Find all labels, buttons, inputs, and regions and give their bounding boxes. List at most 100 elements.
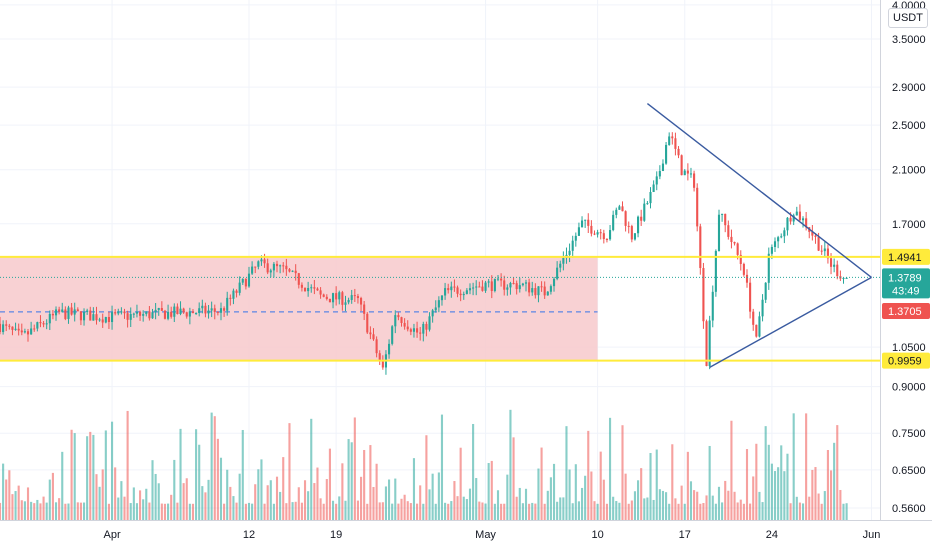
candle-body xyxy=(580,220,584,228)
volume-bar xyxy=(465,499,468,520)
volume-bar xyxy=(749,503,752,520)
volume-bar xyxy=(640,468,643,520)
candle-body xyxy=(30,328,33,335)
candle-body xyxy=(724,213,727,226)
volume-bar xyxy=(76,502,79,520)
volume-bar xyxy=(406,501,409,520)
candle-body xyxy=(633,233,637,240)
candle-body xyxy=(490,281,493,292)
candle-body xyxy=(798,211,801,221)
y-tick-label: 0.7500 xyxy=(892,428,926,440)
volume-bar xyxy=(412,458,416,520)
x-tick-label: 24 xyxy=(766,529,778,541)
trendline[interactable] xyxy=(709,276,872,369)
time-axis[interactable]: Apr 12 19 May 10 17 24 Jun xyxy=(0,520,932,542)
candle-body xyxy=(45,323,48,325)
candle-body xyxy=(198,308,201,313)
volume-bar xyxy=(515,496,518,520)
candle-body xyxy=(509,283,512,288)
volume-bar xyxy=(313,483,316,520)
candle-body xyxy=(54,309,58,316)
price-axis[interactable]: 4.0000 3.5000 2.9000 2.5000 2.1000 1.7000 1.05… xyxy=(880,0,926,520)
candle-body xyxy=(266,263,269,273)
candle-body xyxy=(154,309,157,313)
candle-body xyxy=(269,270,272,273)
volume-bar xyxy=(310,418,313,520)
candle-body xyxy=(191,311,195,314)
candle-body xyxy=(363,304,366,314)
volume-bar xyxy=(73,433,76,520)
candle-body xyxy=(275,263,279,267)
volume-bar xyxy=(829,470,833,520)
volume-bar xyxy=(303,480,307,520)
volume-bar xyxy=(20,500,23,520)
candle-body xyxy=(615,209,618,215)
candle-body xyxy=(777,237,780,242)
candle-body xyxy=(745,274,749,283)
volume-bar xyxy=(347,439,350,520)
candle-body xyxy=(577,227,580,236)
volume-bar xyxy=(543,503,546,520)
volume-bar xyxy=(173,459,176,520)
volume-bar xyxy=(450,501,453,520)
volume-bar xyxy=(198,444,201,520)
candle-body xyxy=(739,254,742,264)
candle-body xyxy=(0,323,2,333)
candle-body xyxy=(300,284,303,288)
volume-bar xyxy=(714,503,717,520)
candle-body xyxy=(219,308,223,313)
currency-label[interactable]: USDT xyxy=(888,8,928,28)
candle-body xyxy=(403,322,406,327)
candle-body xyxy=(226,297,229,311)
candle-body xyxy=(338,292,341,300)
volume-bar xyxy=(658,489,661,520)
candle-body xyxy=(285,265,288,270)
volume-bar xyxy=(721,502,724,520)
candle-body xyxy=(107,317,110,323)
volume-bar xyxy=(643,498,646,520)
candle-body xyxy=(86,310,89,313)
volume-bar xyxy=(294,501,297,520)
volume-bar xyxy=(736,502,739,520)
volume-bar xyxy=(789,503,792,520)
candle-body xyxy=(758,316,761,337)
trendline[interactable] xyxy=(646,102,872,278)
candle-body xyxy=(795,211,798,216)
volume-bar xyxy=(805,413,808,520)
candle-body xyxy=(232,290,235,299)
candle-body xyxy=(833,264,836,267)
y-tick-label: 0.6500 xyxy=(892,465,926,477)
candle-body xyxy=(574,235,577,241)
volume-bar xyxy=(145,488,148,520)
volume-bar xyxy=(241,429,244,520)
candle-body xyxy=(817,236,820,251)
volume-bar xyxy=(114,467,117,520)
candle-body xyxy=(540,286,543,288)
volume-bar xyxy=(584,475,587,520)
candle-body xyxy=(543,286,546,296)
volume-bar xyxy=(490,460,493,520)
candle-body xyxy=(288,269,291,272)
candle-body xyxy=(453,286,456,288)
volume-bar xyxy=(792,413,795,520)
candle-body xyxy=(437,300,440,308)
candle-body xyxy=(733,242,736,244)
candle-body xyxy=(204,305,207,314)
volume-bar xyxy=(2,463,5,520)
volume-bar xyxy=(316,467,319,520)
volume-bar xyxy=(123,496,126,520)
candle-body xyxy=(786,217,789,231)
candle-body xyxy=(163,310,167,319)
volume-bar xyxy=(64,503,67,520)
volume-bar xyxy=(696,491,699,520)
current-price-tag xyxy=(882,268,930,299)
candle-body xyxy=(599,232,602,234)
volume-bar xyxy=(487,463,490,520)
volume-bar xyxy=(416,503,419,520)
volume-bar xyxy=(468,488,472,520)
volume-bar xyxy=(562,497,565,520)
volume-bar xyxy=(655,449,658,520)
candle-body xyxy=(699,226,702,269)
